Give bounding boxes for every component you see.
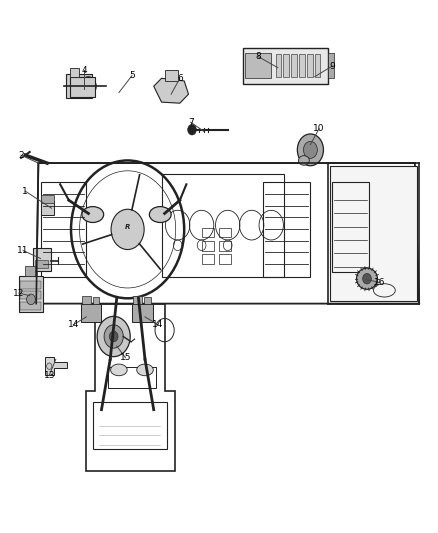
Bar [245, 53, 271, 78]
Text: 2: 2 [18, 151, 24, 160]
Bar [276, 54, 281, 77]
Bar [291, 54, 297, 77]
Bar [283, 54, 289, 77]
Text: 8: 8 [255, 52, 261, 61]
Circle shape [27, 294, 35, 305]
Bar [25, 266, 35, 276]
Bar [165, 70, 178, 81]
Bar [19, 276, 43, 312]
Circle shape [81, 77, 96, 96]
Text: 12: 12 [13, 288, 25, 297]
Bar [243, 47, 328, 84]
Bar [133, 296, 142, 304]
Circle shape [363, 273, 371, 284]
Ellipse shape [137, 364, 153, 376]
Bar [332, 182, 369, 272]
Circle shape [111, 209, 144, 249]
Ellipse shape [82, 207, 104, 222]
Bar [20, 281, 41, 289]
Text: 4: 4 [81, 66, 87, 75]
Bar [70, 77, 95, 97]
Text: 5: 5 [129, 71, 135, 80]
Ellipse shape [298, 156, 309, 165]
Bar [35, 260, 48, 268]
Ellipse shape [357, 268, 378, 289]
Bar [41, 201, 53, 215]
Bar [41, 195, 53, 203]
Polygon shape [154, 78, 188, 103]
Bar [219, 254, 231, 264]
Bar [132, 304, 153, 322]
Text: 9: 9 [329, 62, 335, 70]
Bar [162, 174, 284, 277]
Circle shape [97, 317, 130, 357]
Bar [307, 54, 313, 77]
Bar [20, 292, 41, 300]
Bar [315, 54, 321, 77]
Bar [93, 297, 99, 304]
Bar [219, 241, 231, 251]
Text: 7: 7 [188, 118, 194, 127]
Text: 14: 14 [152, 320, 164, 329]
Bar [93, 402, 167, 449]
Bar [219, 228, 231, 237]
Bar [330, 166, 417, 301]
Text: 1: 1 [22, 187, 28, 196]
Circle shape [110, 331, 118, 342]
Bar [144, 297, 151, 304]
Bar [262, 182, 311, 277]
Text: 14: 14 [67, 320, 79, 329]
Text: 16: 16 [374, 278, 386, 287]
Circle shape [297, 134, 323, 166]
Bar [41, 182, 86, 277]
Bar [81, 304, 102, 322]
Bar [299, 54, 305, 77]
Bar [70, 68, 79, 77]
Text: 10: 10 [313, 124, 325, 133]
Bar [33, 248, 51, 271]
Text: 11: 11 [18, 246, 29, 255]
Polygon shape [45, 357, 67, 375]
Text: 15: 15 [120, 353, 131, 362]
Circle shape [187, 124, 196, 135]
Bar [20, 302, 41, 310]
Bar [108, 367, 156, 389]
Circle shape [104, 325, 123, 348]
Text: R: R [125, 224, 130, 230]
Circle shape [304, 141, 318, 158]
Text: 6: 6 [177, 74, 183, 83]
Ellipse shape [111, 364, 127, 376]
Circle shape [47, 363, 52, 369]
Bar [201, 254, 214, 264]
Bar [201, 241, 214, 251]
Bar [201, 228, 214, 237]
Bar [328, 53, 334, 78]
Text: 13: 13 [43, 370, 55, 379]
Bar [82, 296, 91, 304]
Ellipse shape [149, 207, 171, 222]
Bar [66, 74, 92, 98]
